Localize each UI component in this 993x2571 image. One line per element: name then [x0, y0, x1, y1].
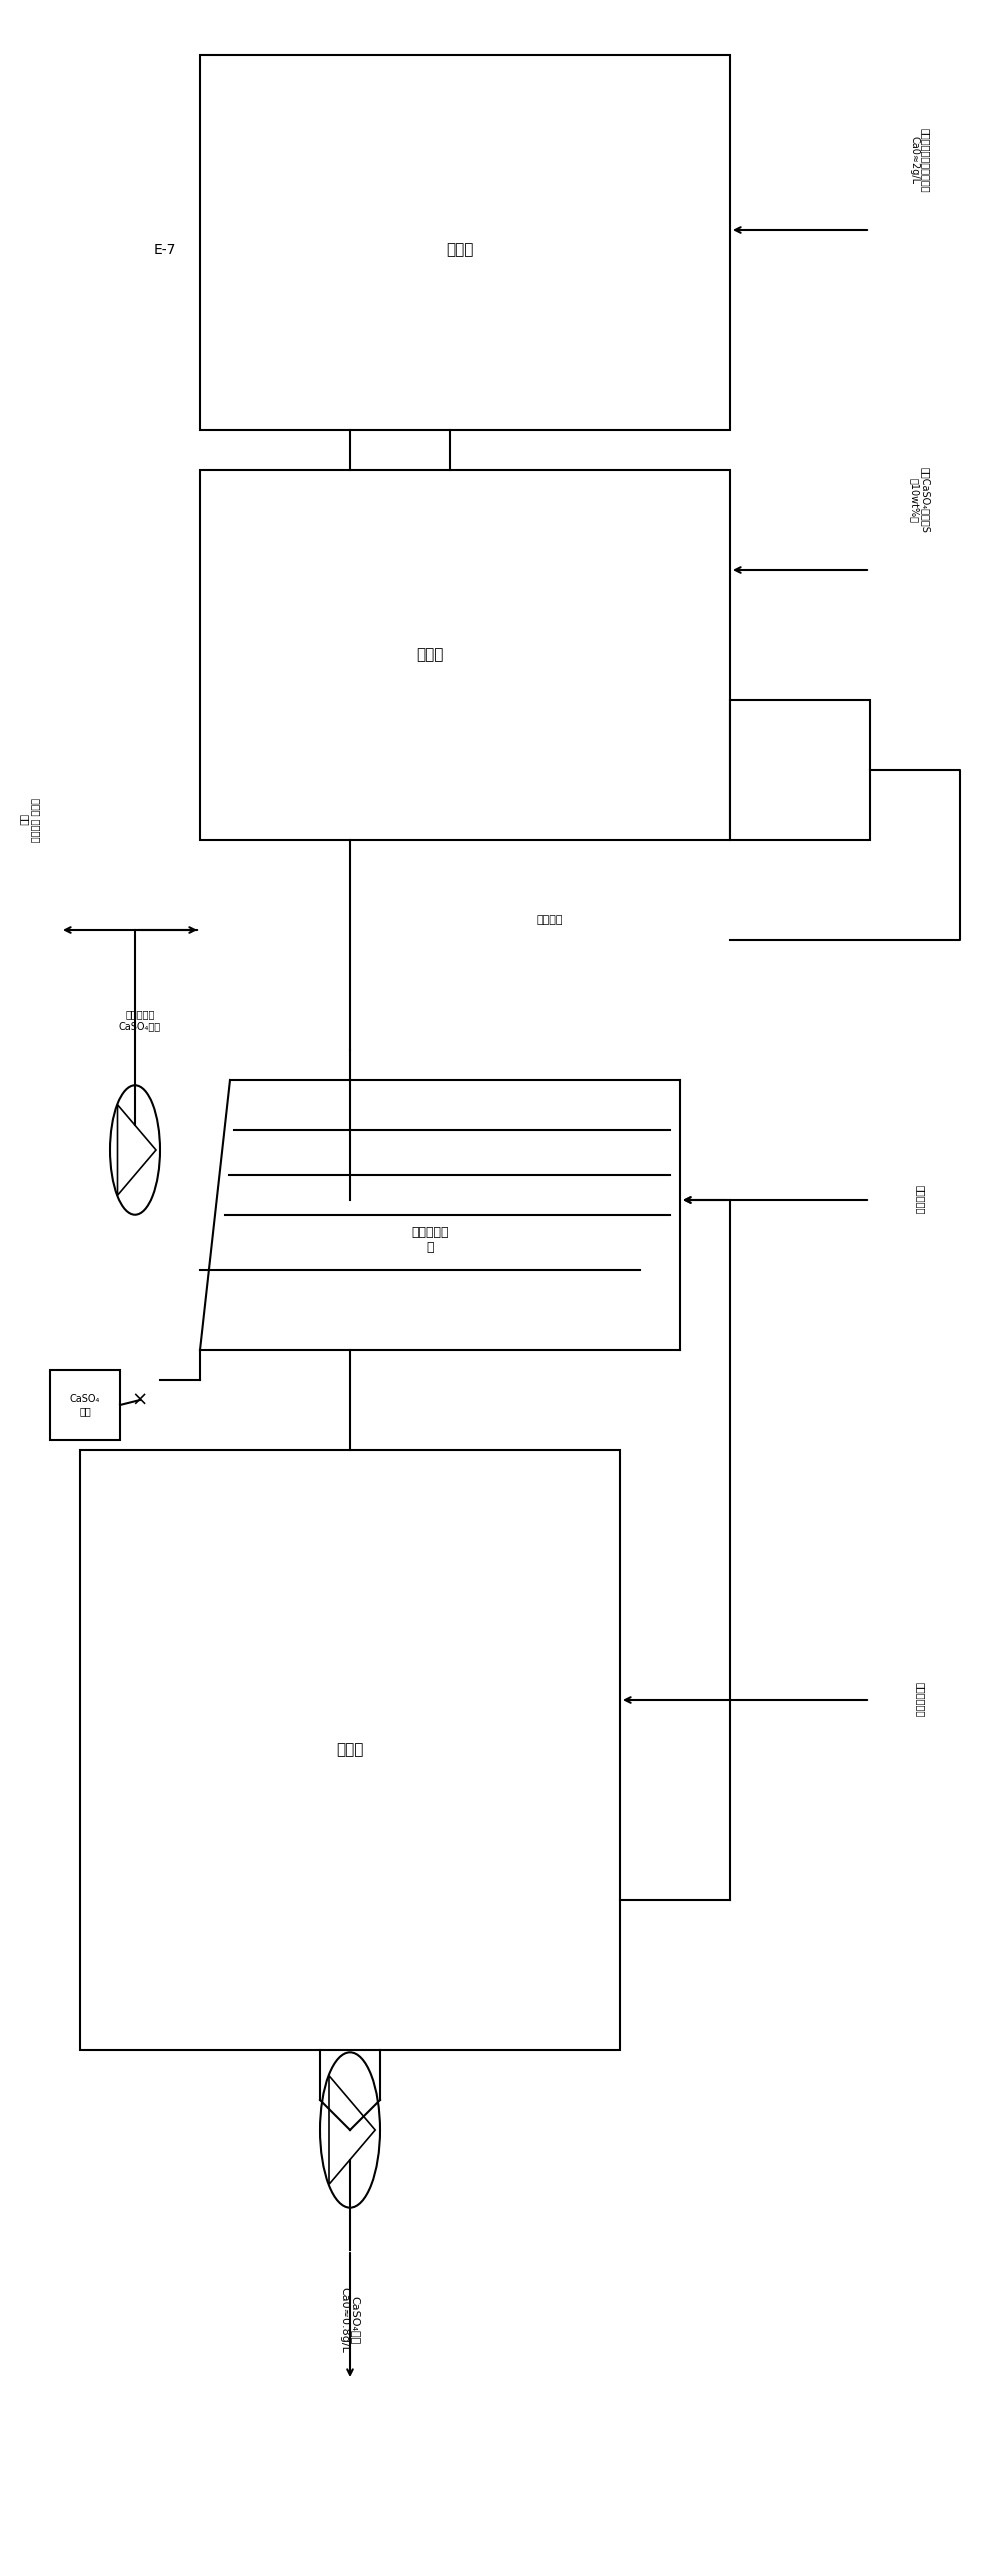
Text: 稀释后萃取
槽: 稀释后萃取 槽 [411, 1226, 449, 1255]
Bar [80, 1450, 620, 2049]
Bar [200, 54, 730, 429]
Bar [200, 470, 730, 841]
Text: E-7: E-7 [154, 244, 176, 257]
Text: 陈化罐: 陈化罐 [446, 242, 474, 257]
Text: 自来水经蒸馏纯净水机出
Ca0≈2g/L: 自来水经蒸馏纯净水机出 Ca0≈2g/L [910, 129, 930, 193]
Text: ×: × [132, 1391, 148, 1409]
Text: 目液水泵出
CaSO₄母液: 目液水泵出 CaSO₄母液 [119, 1010, 161, 1031]
Text: 溢流水 循环至萃
取槽: 溢流水 循环至萃 取槽 [19, 797, 41, 843]
Bar [730, 699, 870, 841]
Text: CaSO₄
晶种: CaSO₄ 晶种 [70, 1393, 100, 1417]
Text: 原矿浸出液: 原矿浸出液 [915, 1185, 925, 1214]
Text: 回料泵回: 回料泵回 [537, 915, 563, 926]
Bar [50, 1370, 120, 1440]
Text: 加入矿浸出水: 加入矿浸出水 [915, 1681, 925, 1717]
Text: 加入CaSO₄母液（S
～10wt%）: 加入CaSO₄母液（S ～10wt%） [910, 468, 930, 532]
Text: 溶解罐: 溶解罐 [416, 648, 444, 663]
Text: 沉淀罐: 沉淀罐 [337, 1743, 363, 1759]
Text: CaSO₄母液
Ca0≈0.8g/L: CaSO₄母液 Ca0≈0.8g/L [340, 2288, 360, 2352]
